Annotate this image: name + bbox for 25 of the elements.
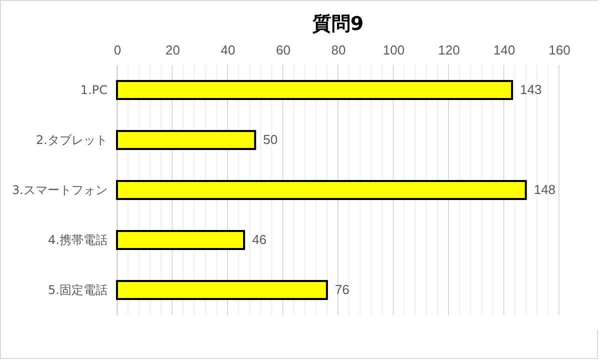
x-tick-label: 160 <box>548 42 570 58</box>
y-tick-label: 4.携帯電話 <box>48 233 108 247</box>
data-label: 143 <box>520 82 542 97</box>
x-tick-label: 60 <box>276 42 290 58</box>
x-tick-label: 120 <box>438 42 460 58</box>
x-tick-label: 0 <box>114 42 122 58</box>
bar <box>116 130 256 150</box>
y-tick-label: 1.PC <box>80 83 108 97</box>
y-tick-label: 3.スマートフォン <box>12 183 108 197</box>
x-tick-label: 20 <box>166 42 180 58</box>
data-label: 76 <box>334 282 350 297</box>
bar <box>116 280 328 300</box>
data-label: 50 <box>263 132 278 147</box>
data-label: 46 <box>252 232 267 247</box>
y-tick-label: 2.タブレット <box>36 133 108 147</box>
bar <box>116 180 527 200</box>
data-label: 148 <box>534 182 556 197</box>
x-tick-label: 80 <box>331 42 346 58</box>
bar <box>116 80 514 100</box>
x-tick-label: 40 <box>220 42 236 58</box>
y-tick-label: 5.固定電話 <box>48 283 108 297</box>
chart-title: 質問9 <box>311 13 364 35</box>
x-tick-label: 140 <box>493 42 516 58</box>
bar <box>116 230 246 250</box>
x-tick-label: 100 <box>382 42 405 58</box>
